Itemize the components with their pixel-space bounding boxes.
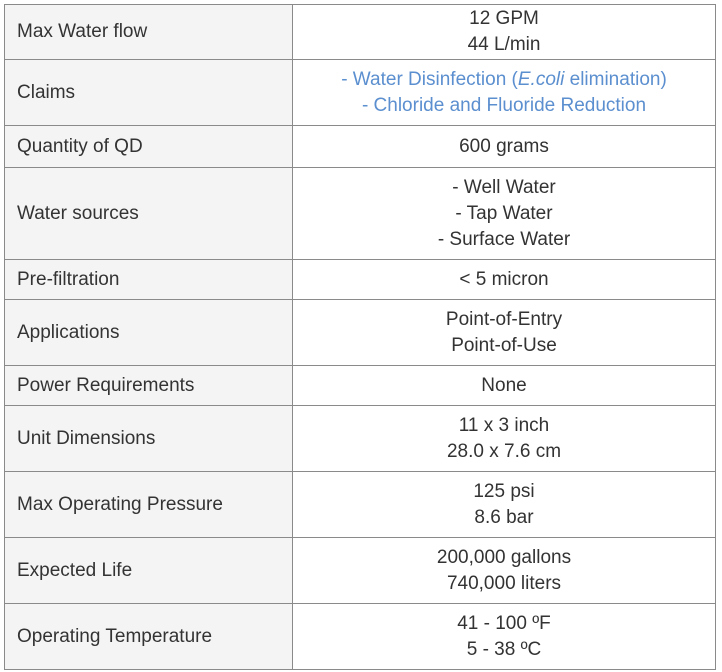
value-line: 11 x 3 inch bbox=[458, 414, 550, 436]
table-row: Claims - Water Disinfection (E.coli elim… bbox=[4, 59, 716, 126]
row-label: Operating Temperature bbox=[4, 603, 293, 670]
value-line: 44 L/min bbox=[467, 34, 541, 55]
value-line: 12 GPM bbox=[469, 8, 539, 29]
claim-line: - Chloride and Fluoride Reduction bbox=[361, 94, 647, 116]
table-row: Power Requirements None bbox=[4, 365, 716, 406]
claim-italic-text: E.coli bbox=[517, 68, 565, 90]
value-line: 5 - 38 ºC bbox=[466, 638, 542, 660]
table-row: Quantity of QD 600 grams bbox=[4, 125, 716, 168]
row-label: Pre-filtration bbox=[4, 259, 293, 300]
table-row: Expected Life 200,000 gallons 740,000 li… bbox=[4, 537, 716, 604]
row-value: 11 x 3 inch 28.0 x 7.6 cm bbox=[292, 405, 716, 472]
value-line: - Well Water bbox=[452, 176, 556, 198]
row-value: 125 psi 8.6 bar bbox=[292, 471, 716, 538]
claims-value: - Water Disinfection (E.coli elimination… bbox=[292, 59, 716, 126]
row-value: 12 GPM 44 L/min bbox=[292, 4, 716, 60]
value-line: - Tap Water bbox=[455, 202, 553, 224]
row-value: Point-of-Entry Point-of-Use bbox=[292, 299, 716, 366]
claim-line: - Water Disinfection (E.coli elimination… bbox=[305, 67, 703, 93]
row-label: Water sources bbox=[4, 167, 293, 260]
row-value: 200,000 gallons 740,000 liters bbox=[292, 537, 716, 604]
table-row: Applications Point-of-Entry Point-of-Use bbox=[4, 299, 716, 366]
row-label: Max Operating Pressure bbox=[4, 471, 293, 538]
value-line: 41 - 100 ºF bbox=[457, 612, 551, 634]
row-label: Expected Life bbox=[4, 537, 293, 604]
value-line: 600 grams bbox=[459, 135, 549, 157]
table-row: Max Operating Pressure 125 psi 8.6 bar bbox=[4, 471, 716, 538]
value-line: Point-of-Entry bbox=[445, 308, 563, 330]
value-line: 125 psi bbox=[473, 480, 535, 502]
value-line: 740,000 liters bbox=[446, 572, 562, 594]
value-line: None bbox=[481, 374, 527, 396]
row-value: < 5 micron bbox=[292, 259, 716, 300]
row-label: Unit Dimensions bbox=[4, 405, 293, 472]
table-row: Water sources - Well Water - Tap Water -… bbox=[4, 167, 716, 260]
row-value: 41 - 100 ºF 5 - 38 ºC bbox=[292, 603, 716, 670]
table-row: Unit Dimensions 11 x 3 inch 28.0 x 7.6 c… bbox=[4, 405, 716, 472]
table-row: Max Water flow 12 GPM 44 L/min bbox=[4, 4, 716, 60]
value-line: 28.0 x 7.6 cm bbox=[446, 440, 562, 462]
row-label: Power Requirements bbox=[4, 365, 293, 406]
value-line: < 5 micron bbox=[459, 268, 549, 290]
row-value: 600 grams bbox=[292, 125, 716, 168]
value-line: Point-of-Use bbox=[451, 334, 557, 356]
value-line: 8.6 bar bbox=[474, 506, 534, 528]
row-label: Quantity of QD bbox=[4, 125, 293, 168]
row-value: - Well Water - Tap Water - Surface Water bbox=[292, 167, 716, 260]
claim-text: elimination) bbox=[564, 68, 667, 90]
row-label: Applications bbox=[4, 299, 293, 366]
claim-text: - Water Disinfection ( bbox=[341, 68, 518, 90]
spec-table: Max Water flow 12 GPM 44 L/min Claims - … bbox=[4, 4, 716, 670]
row-label: Max Water flow bbox=[4, 4, 293, 60]
value-line: 200,000 gallons bbox=[436, 546, 572, 568]
table-row: Pre-filtration < 5 micron bbox=[4, 259, 716, 300]
value-line: - Surface Water bbox=[437, 228, 571, 250]
table-row: Operating Temperature 41 - 100 ºF 5 - 38… bbox=[4, 603, 716, 670]
row-label: Claims bbox=[4, 59, 293, 126]
row-value: None bbox=[292, 365, 716, 406]
